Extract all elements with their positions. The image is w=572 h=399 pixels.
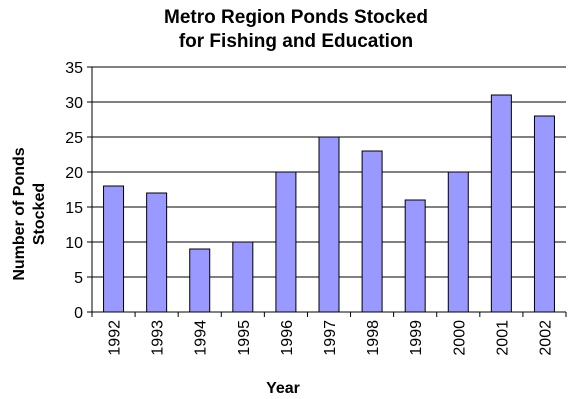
x-tick-label: 2002	[537, 320, 554, 356]
bar	[447, 171, 469, 313]
x-tick-label: 1997	[322, 320, 339, 356]
y-tick-label: 0	[74, 305, 83, 322]
y-tick-label: 35	[65, 60, 83, 77]
x-tick-label: 1993	[150, 320, 167, 356]
x-tick-label: 1994	[193, 320, 210, 356]
bar	[232, 241, 254, 313]
chart-title: Metro Region Ponds Stocked for Fishing a…	[0, 6, 572, 54]
x-tick-label: 1999	[408, 320, 425, 356]
bar	[146, 192, 168, 313]
y-tick-label: 10	[65, 235, 83, 252]
x-axis-label: Year	[266, 380, 300, 397]
bar	[189, 248, 211, 313]
bar	[318, 136, 340, 313]
bar	[103, 185, 125, 313]
x-tick-label: 1995	[236, 320, 253, 356]
x-tick-label: 2001	[494, 320, 511, 356]
y-tick-label: 20	[65, 165, 83, 182]
bar	[275, 171, 297, 313]
x-tick-label: 1998	[365, 320, 382, 356]
y-tick-label: 5	[74, 270, 83, 287]
chart-title-line-2: for Fishing and Education	[178, 31, 414, 52]
y-tick-label: 30	[65, 95, 83, 112]
x-tick-label: 2000	[451, 320, 468, 356]
y-tick-label: 15	[65, 200, 83, 217]
x-tick-label: 1996	[279, 320, 296, 356]
bar	[533, 115, 555, 313]
bar	[490, 94, 512, 313]
bar	[361, 150, 383, 313]
x-tick-label: 1992	[107, 320, 124, 356]
chart-title-line-1: Metro Region Ponds Stocked	[164, 7, 428, 28]
bar	[404, 199, 426, 313]
y-tick-label: 25	[65, 130, 83, 147]
